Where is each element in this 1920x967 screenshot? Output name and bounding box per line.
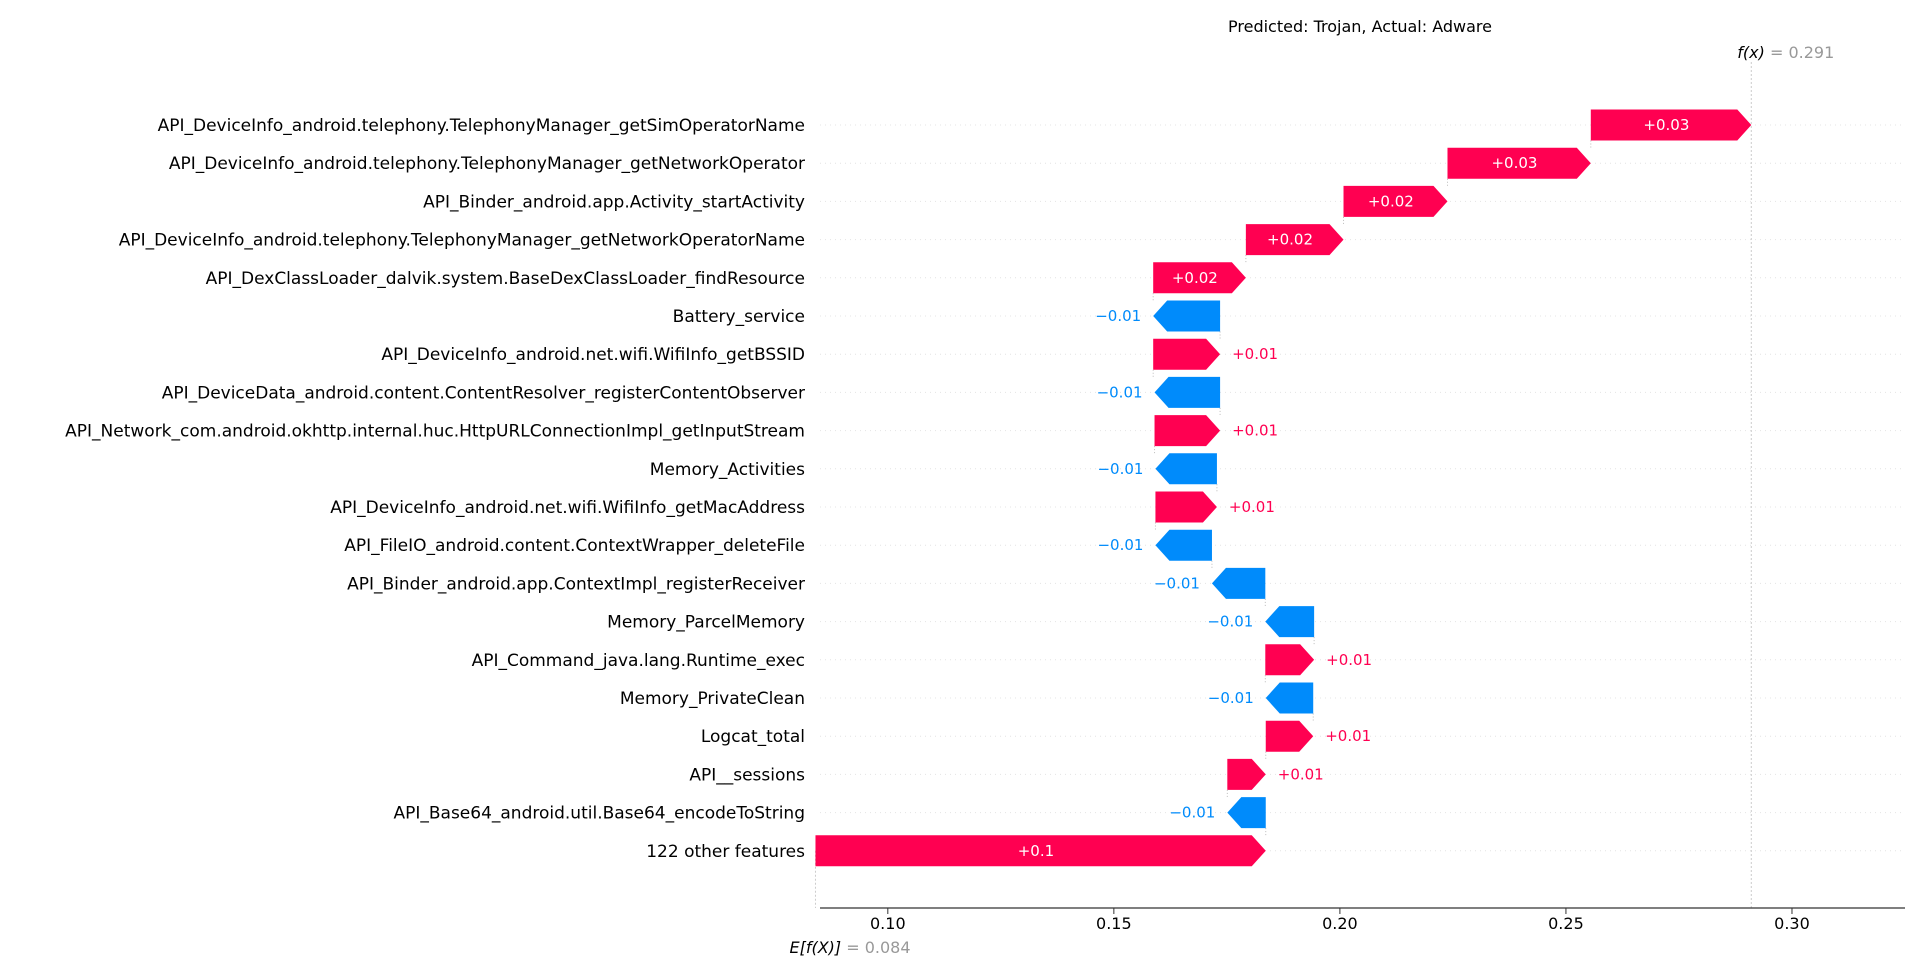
bar-1 (1447, 147, 1591, 179)
bar-11 (1155, 529, 1212, 561)
x-tick-label: 0.10 (870, 914, 906, 933)
feature-label: API_Binder_android.app.ContextImpl_regis… (347, 574, 805, 594)
bar-value-label: +0.02 (1368, 192, 1414, 210)
bar-value-label: +0.03 (1643, 116, 1689, 134)
bar-value-label: +0.01 (1325, 727, 1371, 745)
bar-value-label: −0.01 (1154, 574, 1200, 592)
bars-layer: +0.03 +0.03 +0.02 +0.02 +0.02 −0.01 +0.01 −0.01… (815, 109, 1752, 867)
bar-value-label: −0.01 (1169, 804, 1215, 822)
bar-16 (1265, 720, 1314, 752)
feature-label: API_DeviceInfo_android.telephony.Telepho… (169, 154, 805, 174)
bar-4 (1153, 262, 1246, 294)
feature-label: API__sessions (689, 765, 805, 785)
bar-value-label: +0.01 (1232, 422, 1278, 440)
feature-label: Memory_PrivateClean (620, 689, 805, 709)
bar-value-label: +0.1 (1018, 842, 1054, 860)
feature-label: Memory_Activities (650, 460, 805, 480)
bar-value-label: +0.01 (1326, 651, 1372, 669)
feature-label: API_FileIO_android.content.ContextWrappe… (344, 536, 805, 556)
feature-label: API_DeviceInfo_android.net.wifi.WifiInfo… (330, 498, 805, 518)
bar-3 (1245, 224, 1344, 256)
bar-2 (1343, 185, 1448, 217)
feature-label: API_Network_com.android.okhttp.internal.… (65, 422, 805, 442)
x-axis: f(x) = 0.291 E[f(X)] = 0.084 0.10 0.15 0.20 0… (789, 43, 1905, 957)
bar-value-label: +0.01 (1232, 345, 1278, 363)
bar-value-label: −0.01 (1095, 307, 1141, 325)
bar-19 (815, 835, 1266, 867)
feature-label: 122 other features (646, 842, 805, 862)
efx-label: E[f(X)] = 0.084 (789, 938, 910, 957)
bar-17 (1227, 758, 1266, 790)
bar-value-label: −0.01 (1208, 689, 1254, 707)
x-tick-label: 0.20 (1322, 914, 1358, 933)
feature-labels: API_DeviceInfo_android.telephony.Telepho… (65, 116, 805, 862)
bar-18 (1227, 797, 1266, 829)
bar-value-label: +0.01 (1278, 765, 1324, 783)
bar-value-label: +0.02 (1172, 269, 1218, 287)
bar-10 (1155, 491, 1217, 523)
bar-value-label: +0.01 (1229, 498, 1275, 516)
feature-label: Memory_ParcelMemory (607, 613, 805, 633)
bar-15 (1265, 682, 1314, 714)
grid-layer (814, 62, 1905, 908)
feature-label: API_Binder_android.app.Activity_startAct… (423, 192, 805, 212)
bar-14 (1265, 644, 1315, 676)
bar-value-label: −0.01 (1097, 536, 1143, 554)
chart-title: Predicted: Trojan, Actual: Adware (1228, 17, 1492, 36)
feature-label: Battery_service (673, 307, 805, 327)
bar-value-label: −0.01 (1097, 460, 1143, 478)
feature-label: API_DeviceInfo_android.telephony.Telepho… (119, 231, 805, 251)
feature-label: API_DexClassLoader_dalvik.system.BaseDex… (206, 269, 805, 289)
bar-value-label: +0.02 (1267, 231, 1313, 249)
bar-0 (1590, 109, 1752, 141)
bar-12 (1211, 567, 1266, 599)
bar-5 (1153, 300, 1221, 332)
feature-label: API_Command_java.lang.Runtime_exec (472, 651, 805, 671)
bar-9 (1155, 453, 1217, 485)
feature-label: Logcat_total (701, 727, 805, 747)
bar-6 (1153, 338, 1221, 370)
feature-label: API_Base64_android.util.Base64_encodeToS… (393, 804, 805, 824)
feature-label: API_DeviceData_android.content.ContentRe… (162, 383, 805, 403)
bar-value-label: −0.01 (1097, 383, 1143, 401)
feature-label: API_DeviceInfo_android.telephony.Telepho… (158, 116, 805, 136)
feature-label: API_DeviceInfo_android.net.wifi.WifiInfo… (381, 345, 805, 365)
bar-7 (1154, 376, 1221, 408)
x-tick-label: 0.15 (1096, 914, 1132, 933)
x-tick-label: 0.25 (1548, 914, 1584, 933)
bar-8 (1154, 415, 1221, 447)
fx-label: f(x) = 0.291 (1737, 43, 1834, 62)
bar-13 (1265, 606, 1315, 638)
bar-value-label: +0.03 (1491, 154, 1537, 172)
bar-value-label: −0.01 (1207, 613, 1253, 631)
x-tick-label: 0.30 (1774, 914, 1810, 933)
